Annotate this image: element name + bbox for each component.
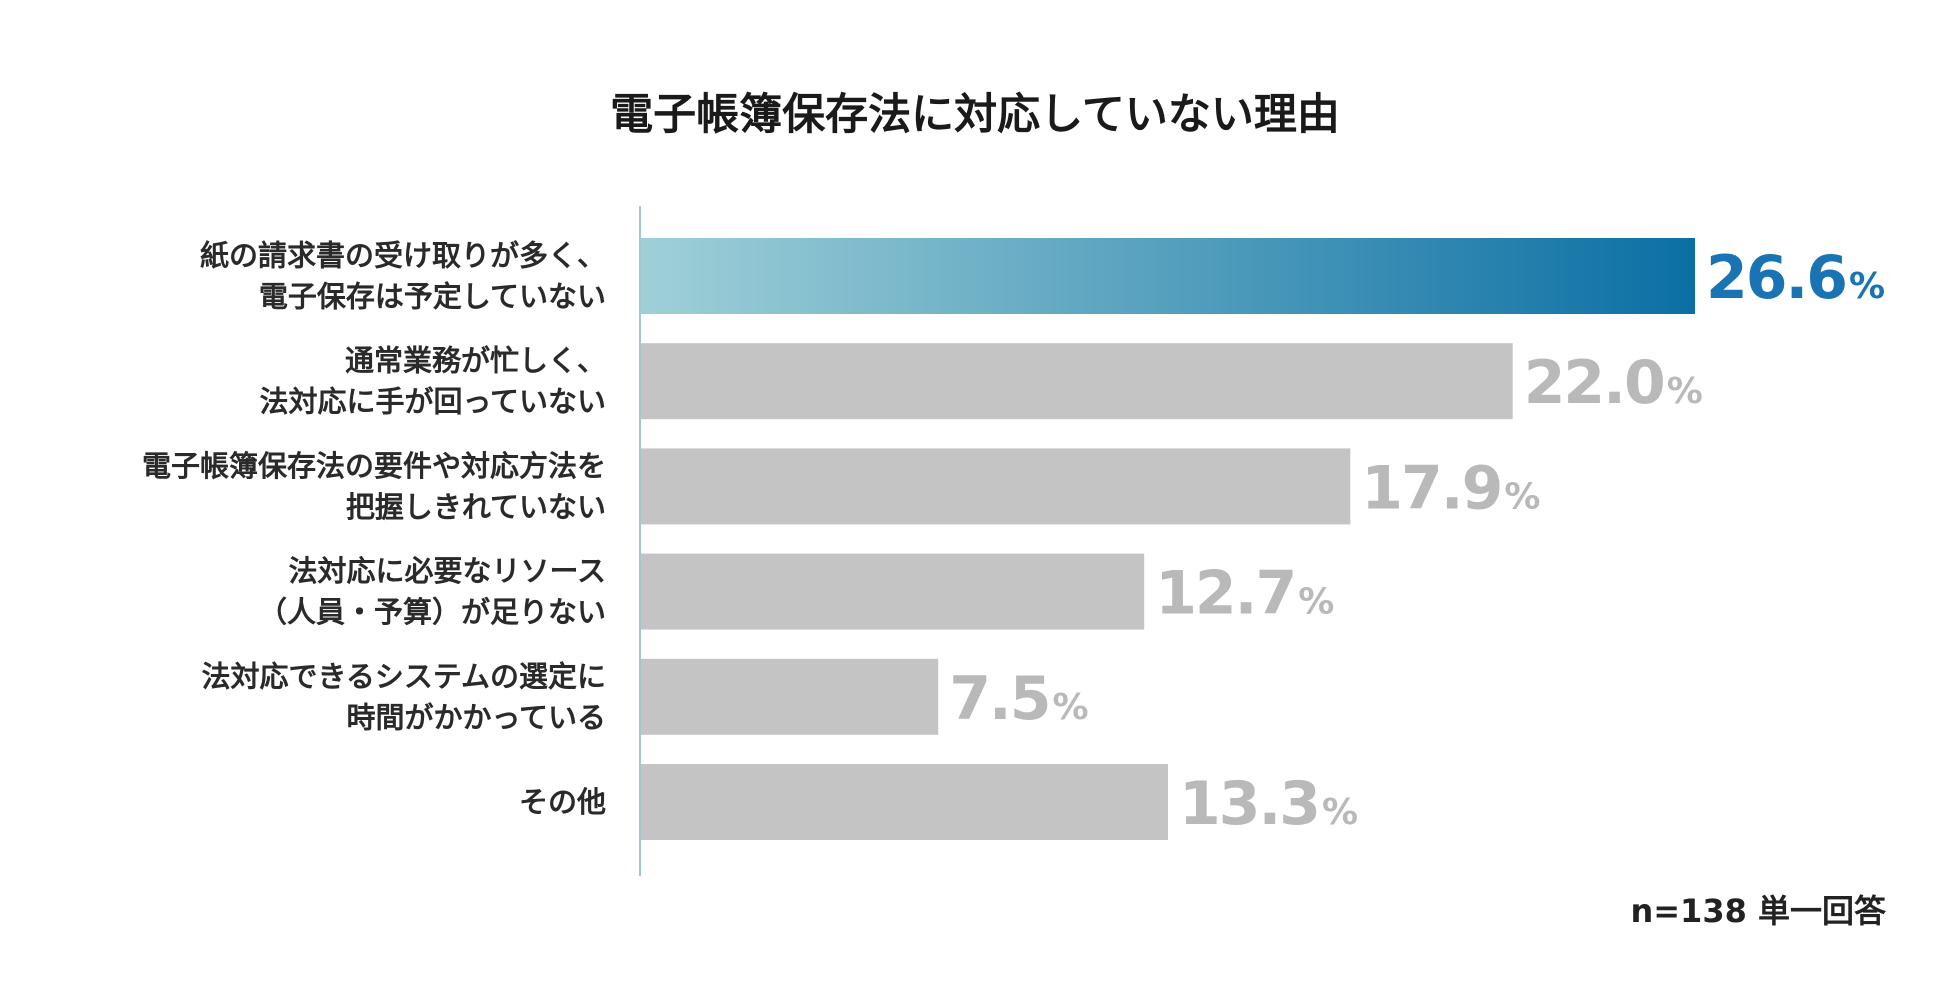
sample-note: n=138 単一回答 — [1630, 892, 1886, 930]
category-label-1: 紙の請求書の受け取りが多く、電子保存は予定していない — [200, 239, 606, 314]
value-label-1: 26.6% — [1706, 243, 1885, 313]
category-label-2: 通常業務が忙しく、法対応に手が回っていない — [259, 344, 606, 419]
category-label-4: 法対応に必要なリソース（人員・予算）が足りない — [258, 554, 606, 629]
bar-6 — [641, 764, 1168, 840]
category-label-6: その他 — [519, 785, 606, 819]
chart-title: 電子帳簿保存法に対応していない理由 — [610, 90, 1340, 140]
category-label-5: 法対応できるシステムの選定に時間がかかっている — [201, 659, 606, 734]
bar-3 — [641, 448, 1351, 525]
value-label-6: 13.3% — [1179, 769, 1358, 839]
value-label-2: 22.0% — [1524, 348, 1703, 418]
bar-1 — [641, 238, 1695, 314]
category-label-3: 電子帳簿保存法の要件や対応方法を把握しきれていない — [142, 449, 606, 524]
value-label-3: 17.9% — [1361, 453, 1540, 523]
value-label-4: 12.7% — [1155, 559, 1334, 629]
bar-5 — [641, 658, 939, 735]
bar-2 — [641, 343, 1513, 420]
bar-4 — [641, 553, 1145, 630]
value-label-5: 7.5% — [949, 664, 1088, 734]
